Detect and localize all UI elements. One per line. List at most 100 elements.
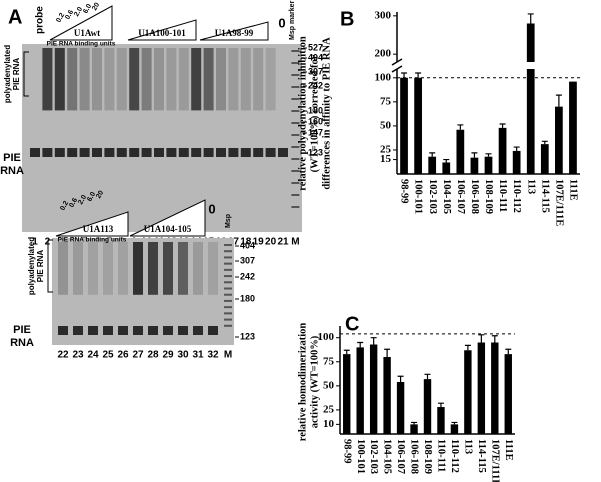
x-tick-label: 110-112 [511,179,522,213]
pie-label: RNA [0,165,24,177]
x-tick-label: 111E [503,439,514,461]
gel-band [291,194,300,196]
group-name: U1A104-105 [144,224,192,234]
lane-number: 29 [162,350,174,361]
marker-size: 307 [240,255,255,265]
error-bar [499,123,506,128]
gel-band [166,148,177,157]
gel-band [193,326,203,335]
gel-smear [88,242,98,295]
lane-number: 24 [87,350,99,361]
gel-band [92,148,102,157]
axis-break [391,58,403,66]
gel-smear [118,242,128,295]
gel-band [216,148,226,157]
gel-smear [116,48,127,111]
x-tick-label: 108-109 [483,179,494,214]
gel-smear [42,48,53,111]
x-tick-label: 113 [462,439,473,454]
error-bar [513,146,520,151]
marker-size: 404 [308,52,323,62]
gel-band [224,256,232,259]
poly-label: PIE RNA [36,250,45,283]
lane-number: 19 [253,237,265,248]
x-tick-label: 104-105 [382,439,393,474]
panel-letter: B [340,8,354,30]
pie-label: PIE [3,152,21,164]
gel-band [224,299,232,302]
lane-number: 20 [265,237,277,248]
gel-smear [265,48,276,111]
y-axis-label: activity (WT=100%) [309,335,320,428]
error-bar [527,13,534,24]
gel-band [103,326,113,335]
gel-band [191,148,202,157]
group-name: U1A100-101 [138,28,186,38]
gel-smear [67,48,78,111]
gel-band [224,293,232,296]
error-bar [443,158,450,163]
y-tick-label: 200 [375,48,392,60]
bar [396,382,405,434]
y-tick-label: 25 [323,403,335,415]
bar [526,23,535,174]
poly-label: polyadenylated [3,45,12,103]
marker-title: Msp [225,214,232,228]
marker-size: 180 [240,293,255,303]
axis-break [391,65,403,73]
x-tick-label: 107E/111E [553,179,564,226]
concentration: 0.6 [64,9,75,21]
gel-band [291,170,300,172]
error-bar [397,375,404,382]
lane-number: 18 [240,237,252,248]
gel-smear [178,242,188,295]
concentration: 0.2 [55,12,66,24]
gel-smear [58,242,68,295]
group-wedge [127,19,197,41]
gel-band [224,268,232,271]
gel-band [224,281,232,284]
gel-smear [208,242,218,295]
gel-band [291,74,300,76]
probe-label: probe [35,6,46,34]
bracket [47,239,53,293]
bar [477,342,486,434]
gel-band [291,86,300,88]
gel-smear [73,242,83,295]
gel-smear [154,48,164,111]
group-wedge [199,21,269,41]
group-wedge [49,5,113,41]
group-name: U1A98-99 [215,28,254,38]
gel-band [129,148,140,157]
zero-label: 0 [208,201,215,216]
bracket [23,51,29,97]
gel-smear [141,48,152,111]
gel-band [163,326,173,335]
zero-label: 0 [278,15,285,30]
gel-band [291,134,300,136]
error-bar [471,152,478,158]
concentration: 2.0 [77,194,88,206]
gel-band [54,148,65,157]
y-tick-label: 25 [380,143,392,155]
error-bar [343,349,350,355]
error-bar [569,81,576,91]
y-tick-label: 100 [375,71,392,83]
x-tick-label: 113 [525,179,536,194]
x-tick-label: 102-103 [427,179,438,214]
gel-band [224,306,232,309]
bar [470,157,479,174]
x-tick-label: 100-101 [413,179,424,214]
error-bar [429,152,436,157]
poly-label: PIE RNA [12,58,21,91]
gel-band [133,326,143,335]
gel-band [208,326,218,335]
gel-band [30,148,40,157]
gel-band [224,244,232,246]
bar [343,354,351,434]
lane-number: 21 [277,237,289,248]
error-bar [464,344,471,351]
y-tick-label: 300 [375,9,392,21]
error-bar [541,140,548,145]
